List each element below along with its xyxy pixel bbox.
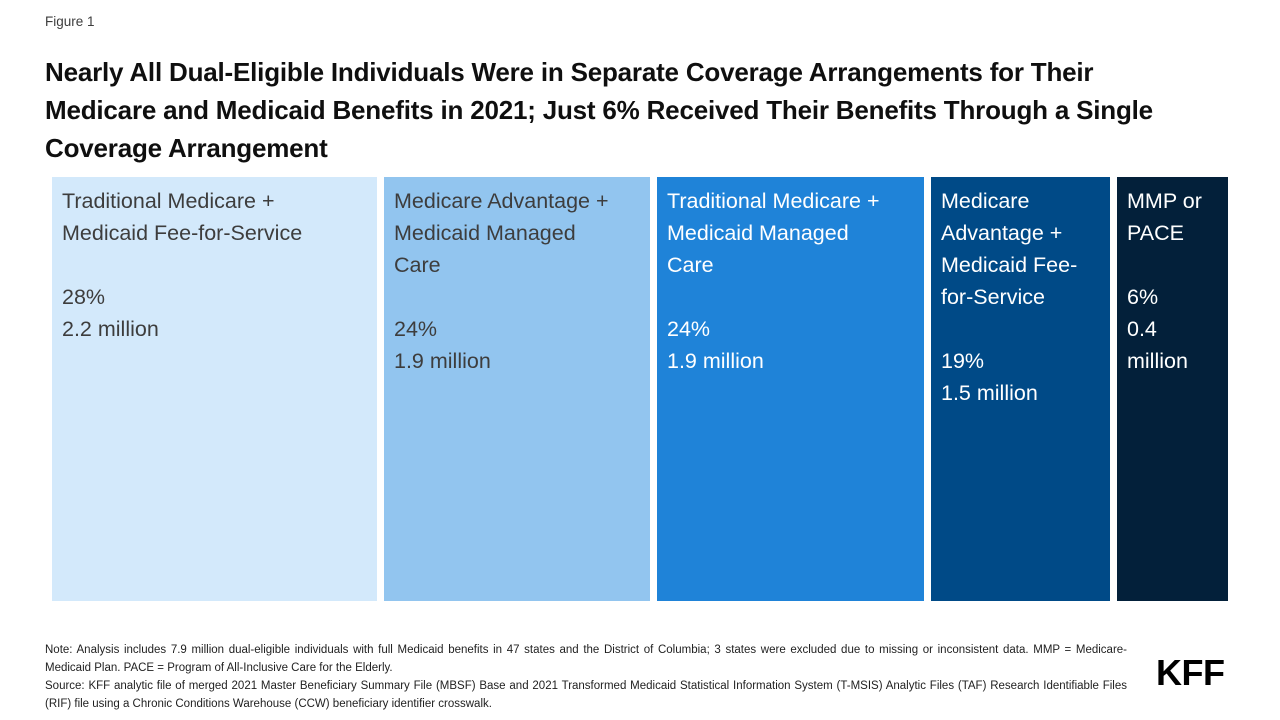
segment-label: MMP or PACE <box>1127 189 1202 245</box>
segment-count: 2.2 million <box>62 317 159 341</box>
segment-label: Medicare Advantage + Medicaid Fee-for-Se… <box>941 189 1078 309</box>
chart-source: Source: KFF analytic file of merged 2021… <box>45 680 1127 710</box>
segment-label: Traditional Medicare + Medicaid Managed … <box>667 189 880 277</box>
segment-stats: 24% 1.9 million <box>394 313 640 377</box>
segment-count: 0.4 million <box>1127 317 1188 373</box>
segment-percent: 28% <box>62 285 106 309</box>
chart-segment: MMP or PACE 6% 0.4 million <box>1117 177 1228 601</box>
chart-segment: Traditional Medicare + Medicaid Fee-for-… <box>52 177 377 601</box>
segment-label: Medicare Advantage + Medicaid Managed Ca… <box>394 189 609 277</box>
segment-count: 1.9 million <box>667 349 764 373</box>
segment-stats: 28% 2.2 million <box>62 281 367 345</box>
segment-stats: 24% 1.9 million <box>667 313 914 377</box>
chart-segment: Medicare Advantage + Medicaid Fee-for-Se… <box>931 177 1110 601</box>
segment-percent: 6% <box>1127 285 1159 309</box>
figure-number-label: Figure 1 <box>45 14 95 29</box>
segment-percent: 24% <box>394 317 438 341</box>
segment-stats: 6% 0.4 million <box>1127 281 1218 377</box>
segment-label: Traditional Medicare + Medicaid Fee-for-… <box>62 189 303 245</box>
segment-count: 1.5 million <box>941 381 1038 405</box>
segment-count: 1.9 million <box>394 349 491 373</box>
chart-segment: Medicare Advantage + Medicaid Managed Ca… <box>384 177 650 601</box>
kff-logo: KFF <box>1156 652 1225 693</box>
chart-segment: Traditional Medicare + Medicaid Managed … <box>657 177 924 601</box>
segment-percent: 19% <box>941 349 985 373</box>
proportional-bar-chart: Traditional Medicare + Medicaid Fee-for-… <box>52 177 1228 601</box>
page-title: Nearly All Dual-Eligible Individuals Wer… <box>45 57 1153 164</box>
segment-percent: 24% <box>667 317 711 341</box>
chart-note: Note: Analysis includes 7.9 million dual… <box>45 644 1127 674</box>
segment-stats: 19% 1.5 million <box>941 345 1100 409</box>
